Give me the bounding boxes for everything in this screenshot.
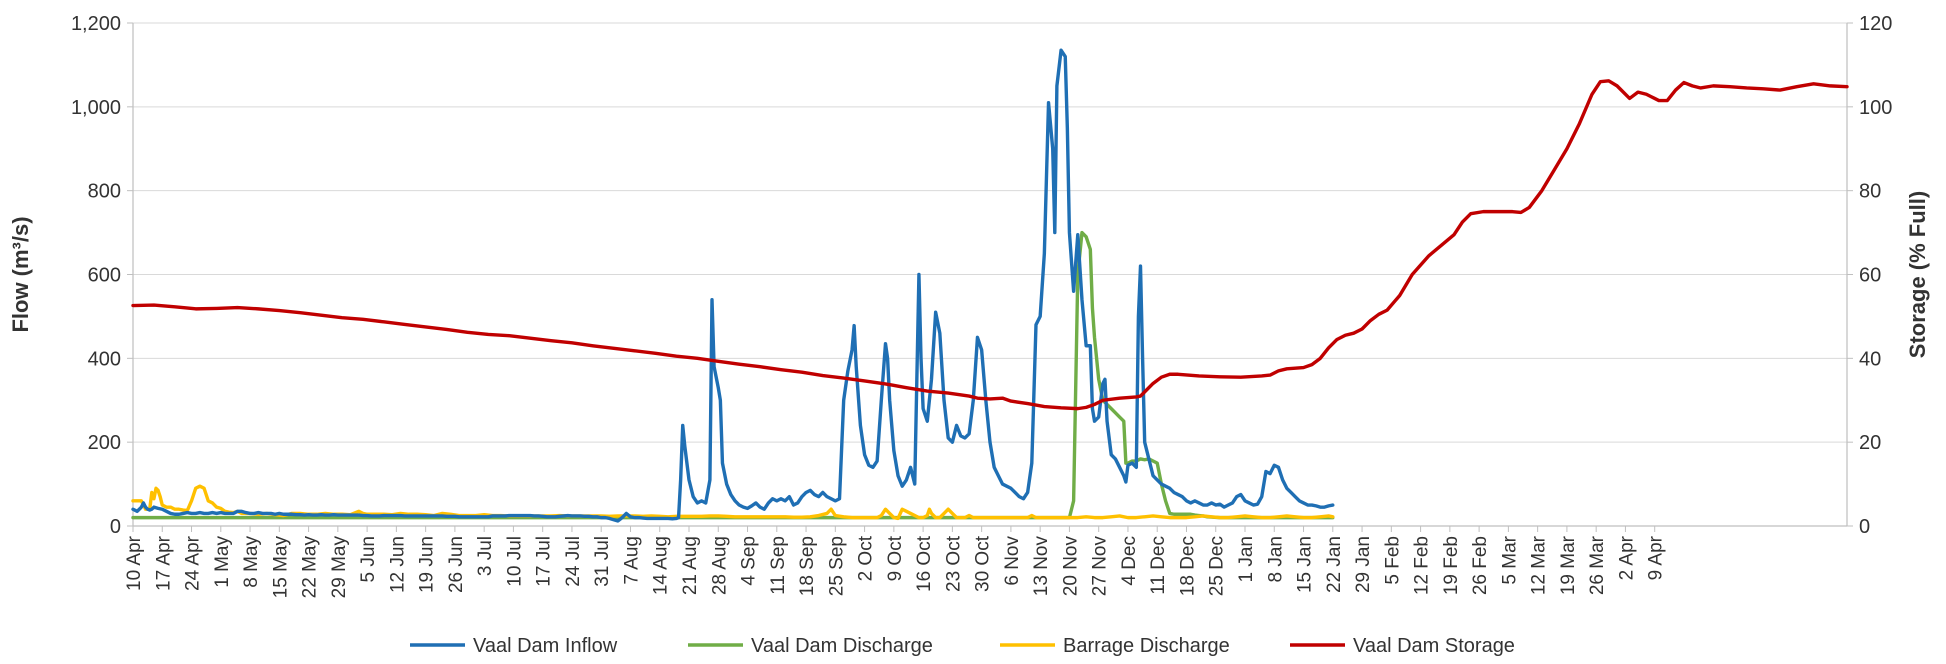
x-tick-label: 2 Apr	[1616, 535, 1637, 580]
x-tick-label: 17 Jul	[534, 536, 555, 587]
x-tick-label: 18 Dec	[1177, 536, 1198, 596]
right-y-axis: 0 20 40 60 80 100 120	[1847, 13, 1892, 538]
x-tick-label: 29 May	[329, 536, 350, 599]
x-tick-label: 19 Mar	[1558, 535, 1579, 595]
series-layer	[131, 48, 1849, 523]
x-tick-label: 11 Sep	[768, 536, 789, 595]
x-tick-label: 1 May	[212, 536, 233, 588]
y2-tick-label: 100	[1859, 97, 1892, 119]
left-axis-title: Flow (m³/s)	[8, 216, 33, 332]
x-tick-label: 2 Oct	[856, 535, 877, 581]
x-tick-label: 17 Apr	[153, 535, 174, 591]
right-axis-title: Storage (% Full)	[1905, 191, 1930, 358]
x-tick-label: 20 Nov	[1060, 536, 1081, 597]
legend-label: Vaal Dam Storage	[1353, 635, 1515, 657]
x-tick-label: 19 Feb	[1441, 536, 1462, 595]
legend-label: Vaal Dam Discharge	[751, 635, 933, 657]
x-tick-label: 26 Mar	[1587, 535, 1608, 595]
series-line-vaal-dam-storage	[131, 79, 1849, 411]
x-tick-label: 11 Dec	[1148, 536, 1169, 595]
x-tick-label: 4 Sep	[739, 536, 760, 586]
y-tick-label: 0	[110, 516, 121, 538]
legend-label: Barrage Discharge	[1063, 635, 1230, 657]
y2-tick-label: 60	[1859, 265, 1881, 287]
x-tick-label: 6 Nov	[1002, 536, 1023, 586]
x-tick-label: 25 Sep	[826, 536, 847, 596]
x-tick-label: 3 Jul	[475, 536, 496, 576]
x-tick-label: 23 Oct	[943, 535, 964, 592]
x-tick-label: 27 Nov	[1090, 536, 1111, 597]
x-tick-label: 8 May	[241, 536, 262, 588]
y-tick-label: 800	[88, 181, 121, 203]
x-tick-label: 25 Dec	[1207, 536, 1228, 596]
x-tick-label: 14 Aug	[651, 536, 672, 595]
x-tick-label: 9 Apr	[1646, 535, 1667, 580]
y2-tick-label: 20	[1859, 432, 1881, 454]
gridlines	[133, 22, 1847, 443]
y2-tick-label: 120	[1859, 13, 1892, 35]
x-tick-label: 16 Oct	[914, 535, 935, 592]
series-line-vaal-dam-discharge	[131, 230, 1335, 520]
series-line-vaal-dam-inflow	[131, 48, 1335, 523]
x-tick-label: 15 Jan	[1295, 536, 1316, 593]
x-tick-label: 9 Oct	[885, 535, 906, 581]
x-tick-label: 30 Oct	[973, 535, 994, 592]
x-tick-label: 8 Jan	[1265, 536, 1286, 582]
x-tick-label: 12 Jun	[387, 536, 408, 593]
x-tick-label: 5 Mar	[1499, 535, 1520, 584]
x-tick-label: 7 Aug	[621, 536, 642, 585]
x-tick-label: 1 Jan	[1236, 536, 1257, 582]
legend: Vaal Dam Inflow Vaal Dam Discharge Barrage…	[410, 635, 1515, 657]
x-axis: 10 Apr 17 Apr 24 Apr 1 May 8 May 15 May 22 May…	[124, 526, 1667, 598]
y2-tick-label: 0	[1859, 516, 1870, 538]
y2-tick-label: 80	[1859, 181, 1881, 203]
y-tick-label: 1,200	[71, 13, 121, 35]
x-tick-label: 26 Jun	[446, 536, 467, 593]
x-tick-label: 24 Jul	[563, 536, 584, 587]
left-y-axis: 0 200 400 600 800 1,000 1,200	[71, 13, 133, 538]
y-tick-label: 400	[88, 348, 121, 370]
x-tick-label: 29 Jan	[1353, 536, 1374, 593]
x-tick-label: 4 Dec	[1119, 536, 1140, 586]
x-tick-label: 19 Jun	[417, 536, 438, 593]
x-tick-label: 10 Jul	[504, 536, 525, 587]
x-tick-label: 10 Apr	[124, 535, 145, 591]
y-tick-label: 600	[88, 265, 121, 287]
y-tick-label: 200	[88, 432, 121, 454]
x-tick-label: 22 May	[300, 536, 321, 599]
x-tick-label: 24 Apr	[183, 535, 204, 591]
x-tick-label: 26 Feb	[1470, 536, 1491, 595]
x-tick-label: 28 Aug	[709, 536, 730, 595]
y2-tick-label: 40	[1859, 348, 1881, 370]
x-tick-label: 12 Mar	[1529, 535, 1550, 595]
x-tick-label: 31 Jul	[592, 536, 613, 587]
x-tick-label: 5 Jun	[358, 536, 379, 582]
x-tick-label: 12 Feb	[1412, 536, 1433, 595]
x-tick-label: 13 Nov	[1031, 536, 1052, 597]
x-tick-label: 22 Jan	[1324, 536, 1345, 593]
x-tick-label: 18 Sep	[797, 536, 818, 596]
x-tick-label: 21 Aug	[680, 536, 701, 595]
x-tick-label: 5 Feb	[1382, 536, 1403, 585]
legend-label: Vaal Dam Inflow	[473, 635, 618, 657]
x-tick-label: 15 May	[270, 536, 291, 599]
y-tick-label: 1,000	[71, 97, 121, 119]
